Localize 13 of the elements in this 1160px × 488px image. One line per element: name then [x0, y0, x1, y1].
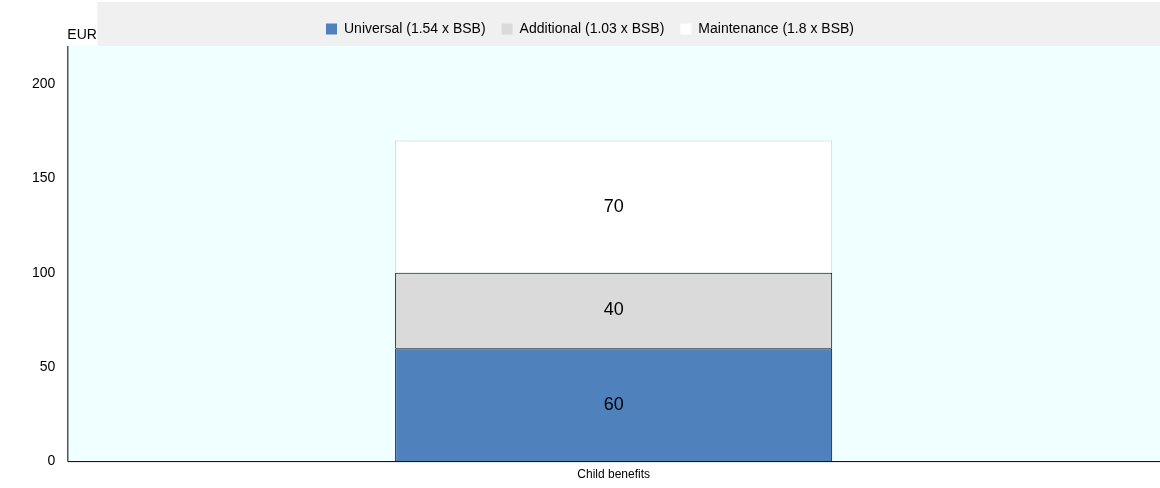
data-label: 70	[603, 195, 624, 216]
y-axis-title: EUR	[67, 25, 97, 42]
y-tick-label: 200	[32, 74, 56, 91]
y-tick-label: 50	[39, 358, 56, 374]
data-label: 60	[603, 393, 624, 414]
legend-label: Additional (1.03 x BSB)	[519, 19, 665, 36]
x-tick-label: Child benefits	[577, 467, 651, 482]
legend-label: Universal (1.54 x BSB)	[344, 19, 486, 36]
legend-label: Maintenance (1.8 x BSB)	[698, 19, 854, 36]
y-tick-label: 0	[47, 452, 56, 469]
y-tick-label: 150	[32, 169, 56, 186]
y-tick-label: 100	[32, 263, 56, 280]
data-label: 40	[603, 299, 624, 320]
